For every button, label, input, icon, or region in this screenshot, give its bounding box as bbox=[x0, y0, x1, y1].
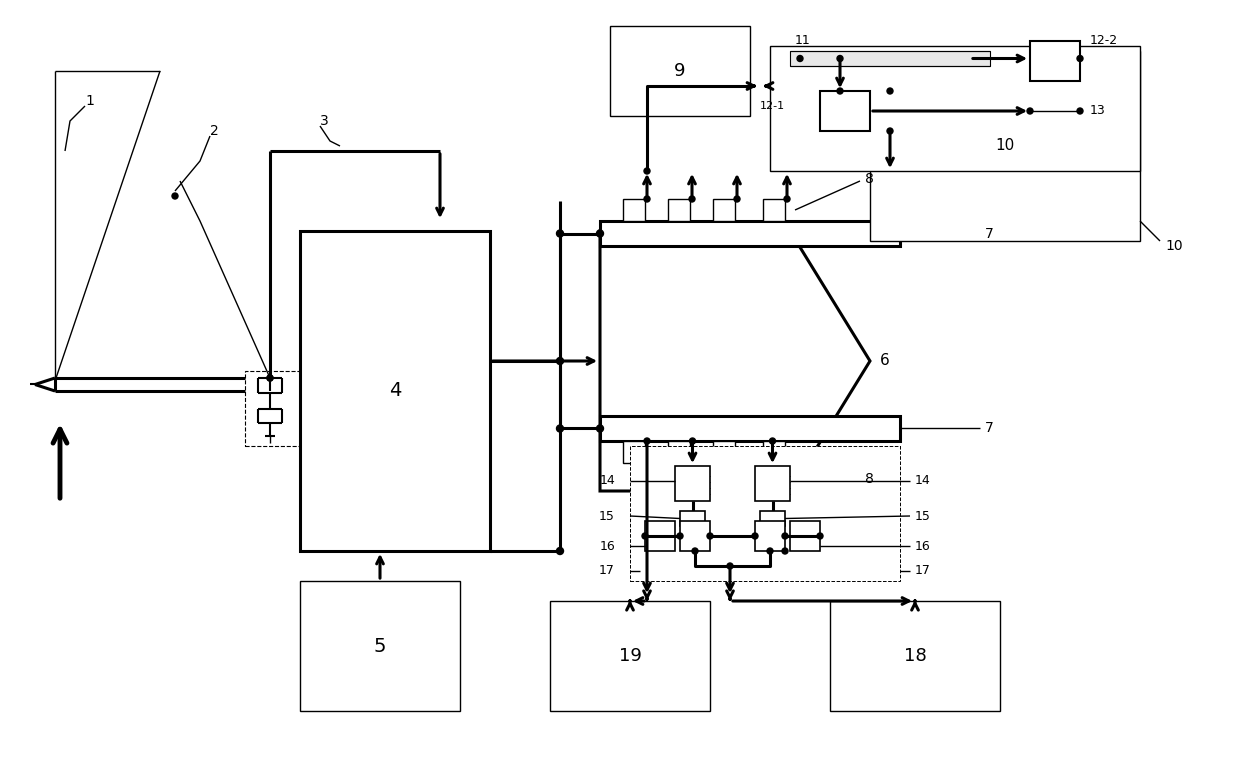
Bar bbox=[600, 221, 900, 246]
Text: 6: 6 bbox=[880, 353, 890, 369]
Text: 11: 11 bbox=[795, 35, 811, 48]
Bar bbox=[755, 466, 790, 501]
Circle shape bbox=[727, 563, 733, 569]
Text: 8: 8 bbox=[866, 172, 874, 186]
Circle shape bbox=[734, 196, 740, 202]
Circle shape bbox=[644, 196, 650, 202]
Circle shape bbox=[557, 358, 563, 365]
Bar bbox=[668, 441, 689, 463]
Text: 10: 10 bbox=[996, 139, 1014, 153]
Text: 18: 18 bbox=[904, 647, 926, 665]
Circle shape bbox=[782, 548, 787, 554]
Bar bbox=[755, 521, 785, 551]
Circle shape bbox=[1078, 108, 1083, 114]
Text: 2: 2 bbox=[210, 124, 218, 138]
Bar bbox=[668, 199, 689, 221]
Text: 7: 7 bbox=[985, 422, 993, 436]
Circle shape bbox=[770, 438, 775, 444]
Bar bbox=[300, 581, 460, 711]
Bar bbox=[645, 521, 675, 551]
Circle shape bbox=[1078, 56, 1083, 62]
Bar bbox=[610, 26, 750, 116]
Text: 5: 5 bbox=[373, 637, 386, 655]
Text: 8: 8 bbox=[866, 472, 874, 486]
Bar bbox=[763, 199, 785, 221]
Bar bbox=[763, 441, 785, 463]
Bar bbox=[770, 46, 1140, 171]
Bar bbox=[680, 521, 711, 551]
Bar bbox=[622, 441, 645, 463]
Bar bbox=[630, 446, 900, 581]
Circle shape bbox=[817, 533, 823, 539]
Circle shape bbox=[267, 375, 273, 381]
Circle shape bbox=[797, 56, 804, 62]
Text: 15: 15 bbox=[915, 510, 931, 523]
Text: 16: 16 bbox=[915, 540, 931, 553]
Circle shape bbox=[887, 128, 893, 134]
Bar bbox=[790, 521, 820, 551]
Text: 17: 17 bbox=[599, 564, 615, 577]
Bar bbox=[551, 601, 711, 711]
Text: 19: 19 bbox=[619, 647, 641, 665]
Bar bbox=[760, 511, 785, 526]
Bar bbox=[713, 441, 735, 463]
Text: 15: 15 bbox=[599, 510, 615, 523]
Text: 4: 4 bbox=[389, 382, 402, 400]
Circle shape bbox=[782, 533, 787, 539]
Bar bbox=[622, 199, 645, 221]
Circle shape bbox=[557, 230, 563, 237]
Text: 10: 10 bbox=[1166, 239, 1183, 253]
Circle shape bbox=[557, 425, 563, 432]
Bar bbox=[830, 601, 999, 711]
Circle shape bbox=[596, 230, 604, 237]
Bar bbox=[870, 51, 1140, 241]
Circle shape bbox=[768, 548, 773, 554]
Circle shape bbox=[642, 533, 649, 539]
Text: 7: 7 bbox=[985, 227, 993, 241]
Text: 1: 1 bbox=[86, 94, 94, 108]
Bar bbox=[246, 371, 315, 446]
Bar bbox=[675, 466, 711, 501]
Circle shape bbox=[644, 168, 650, 174]
Text: 12-2: 12-2 bbox=[1090, 35, 1118, 48]
Circle shape bbox=[784, 196, 790, 202]
Bar bbox=[600, 416, 900, 441]
Circle shape bbox=[677, 533, 683, 539]
Bar bbox=[820, 91, 870, 131]
Text: 14: 14 bbox=[599, 474, 615, 487]
Text: 17: 17 bbox=[915, 564, 931, 577]
Text: 9: 9 bbox=[675, 62, 686, 80]
Bar bbox=[300, 231, 490, 551]
Circle shape bbox=[689, 196, 694, 202]
Circle shape bbox=[751, 533, 758, 539]
Circle shape bbox=[267, 375, 273, 381]
Bar bbox=[790, 51, 990, 66]
Circle shape bbox=[1027, 108, 1033, 114]
Bar bbox=[680, 511, 706, 526]
Circle shape bbox=[707, 533, 713, 539]
Circle shape bbox=[644, 438, 650, 444]
Bar bbox=[713, 199, 735, 221]
Circle shape bbox=[172, 193, 179, 199]
Circle shape bbox=[692, 548, 698, 554]
Text: 13: 13 bbox=[1090, 105, 1106, 117]
Text: 16: 16 bbox=[599, 540, 615, 553]
Circle shape bbox=[837, 56, 843, 62]
Text: 3: 3 bbox=[320, 114, 329, 128]
Text: 14: 14 bbox=[915, 474, 931, 487]
Circle shape bbox=[689, 438, 696, 444]
Circle shape bbox=[557, 547, 563, 554]
Circle shape bbox=[887, 88, 893, 94]
Circle shape bbox=[837, 88, 843, 94]
Bar bbox=[1030, 41, 1080, 81]
Circle shape bbox=[596, 425, 604, 432]
Text: 12-1: 12-1 bbox=[760, 101, 785, 111]
